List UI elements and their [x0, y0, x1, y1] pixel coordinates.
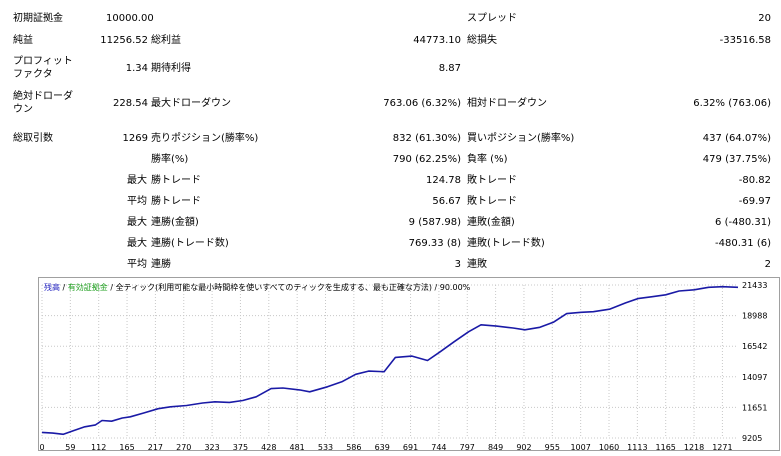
legend-separator: /: [60, 283, 68, 292]
x-tick-label: 481: [290, 443, 305, 452]
largest-profit-label: 勝トレード: [151, 175, 201, 186]
long-positions-value: 437 (64.07%): [702, 133, 771, 144]
avg-label-2: 平均: [127, 259, 147, 270]
x-tick-label: 533: [318, 443, 333, 452]
x-tick-label: 1007: [570, 443, 590, 452]
spread-value: 20: [758, 13, 771, 24]
legend-quality: 90.00%: [439, 283, 471, 292]
max-drawdown-value: 763.06 (6.32%): [383, 98, 461, 109]
x-tick-label: 428: [261, 443, 276, 452]
x-tick-label: 1218: [684, 443, 704, 452]
net-profit-value: 11256.52: [100, 35, 148, 46]
y-tick-label: 21433: [742, 281, 767, 290]
total-trades-label: 総取引数: [13, 133, 53, 144]
max-consec-losses-trades-label: 連敗(トレード数): [467, 238, 545, 249]
loss-rate-label: 負率 (%): [467, 154, 508, 165]
max-consec-wins-trades-label: 連勝(トレード数): [151, 238, 229, 249]
balance-chart-frame: [38, 277, 780, 451]
x-tick-label: 270: [176, 443, 191, 452]
avg-consec-losses-label: 連敗: [467, 259, 487, 270]
win-rate-value: 790 (62.25%): [392, 154, 461, 165]
y-tick-label: 14097: [742, 373, 767, 382]
avg-consec-losses-value: 2: [764, 259, 771, 270]
max-consec-losses-money-value: 6 (-480.31): [715, 217, 771, 228]
legend-separator: /: [431, 283, 440, 292]
x-tick-label: 375: [233, 443, 248, 452]
rel-drawdown-value: 6.32% (763.06): [693, 98, 771, 109]
x-tick-label: 59: [65, 443, 75, 452]
x-tick-label: 586: [346, 443, 361, 452]
avg-consec-wins-value: 3: [454, 259, 461, 270]
avg-consec-wins-label: 連勝: [151, 259, 171, 270]
avg-loss-label: 敗トレード: [467, 196, 517, 207]
x-tick-label: 902: [516, 443, 531, 452]
win-rate-label: 勝率(%): [151, 154, 189, 165]
largest-profit-value: 124.78: [426, 175, 461, 186]
legend-balance: 残高: [44, 283, 60, 292]
x-tick-label: 1271: [712, 443, 732, 452]
avg-label: 平均: [127, 196, 147, 207]
long-positions-label: 買いポジション(勝率%): [467, 133, 575, 144]
initial-deposit-value: 10000.00: [106, 13, 154, 24]
profit-factor-label-line1: プロフィット: [13, 56, 73, 67]
x-tick-label: 955: [545, 443, 560, 452]
profit-factor-value: 1.34: [125, 63, 148, 74]
legend-model: 全ティック(利用可能な最小時間枠を使いすべてのティックを生成する、最も正確な方法…: [115, 283, 432, 292]
avg-loss-value: -69.97: [738, 196, 771, 207]
x-tick-label: 0: [39, 443, 44, 452]
x-tick-label: 217: [148, 443, 163, 452]
initial-deposit-label: 初期証拠金: [13, 13, 63, 24]
max-consec-wins-money-label: 連勝(金額): [151, 217, 199, 228]
net-profit-label: 純益: [13, 35, 33, 46]
largest-loss-label: 敗トレード: [467, 175, 517, 186]
x-tick-label: 1113: [627, 443, 647, 452]
gross-loss-label: 総損失: [467, 35, 497, 46]
balance-series-line: [41, 285, 739, 436]
abs-drawdown-label-line2: ウン: [13, 104, 33, 115]
legend-equity: 有効証拠金: [67, 283, 108, 292]
x-tick-label: 1165: [656, 443, 676, 452]
short-positions-value: 832 (61.30%): [392, 133, 461, 144]
gross-profit-value: 44773.10: [413, 35, 461, 46]
x-tick-label: 1060: [599, 443, 619, 452]
x-tick-label: 639: [375, 443, 390, 452]
x-tick-label: 744: [431, 443, 446, 452]
loss-rate-value: 479 (37.75%): [702, 154, 771, 165]
y-tick-label: 11651: [742, 403, 767, 412]
total-trades-value: 1269: [122, 133, 148, 144]
max-consec-wins-money-value: 9 (587.98): [408, 217, 461, 228]
y-tick-label: 18988: [742, 312, 767, 321]
max-label-2: 最大: [127, 217, 147, 228]
expected-payoff-label: 期待利得: [151, 63, 191, 74]
spread-label: スプレッド: [467, 13, 517, 24]
x-tick-label: 849: [488, 443, 503, 452]
x-tick-label: 112: [91, 443, 106, 452]
abs-drawdown-value: 228.54: [113, 98, 148, 109]
avg-profit-value: 56.67: [432, 196, 461, 207]
gross-profit-label: 総利益: [151, 35, 181, 46]
x-tick-label: 797: [460, 443, 475, 452]
x-tick-label: 165: [119, 443, 134, 452]
chart-legend: 残高 / 有効証拠金 / 全ティック(利用可能な最小時間枠を使いすべてのティック…: [44, 282, 470, 293]
y-tick-label: 9205: [742, 434, 762, 443]
expected-payoff-value: 8.87: [438, 63, 461, 74]
x-tick-label: 323: [204, 443, 219, 452]
y-tick-label: 16542: [742, 342, 767, 351]
legend-separator: /: [107, 283, 116, 292]
max-consec-losses-trades-value: -480.31 (6): [715, 238, 771, 249]
largest-loss-value: -80.82: [738, 175, 771, 186]
gross-loss-value: -33516.58: [719, 35, 771, 46]
profit-factor-label-line2: ファクタ: [13, 69, 53, 80]
max-drawdown-label: 最大ドローダウン: [151, 98, 231, 109]
short-positions-label: 売りポジション(勝率%): [151, 133, 259, 144]
x-tick-label: 691: [403, 443, 418, 452]
max-consec-wins-trades-value: 769.33 (8): [408, 238, 461, 249]
rel-drawdown-label: 相対ドローダウン: [467, 98, 547, 109]
avg-profit-label: 勝トレード: [151, 196, 201, 207]
max-consec-losses-money-label: 連敗(金額): [467, 217, 515, 228]
max-label-3: 最大: [127, 238, 147, 249]
abs-drawdown-label-line1: 絶対ドローダ: [13, 91, 73, 102]
max-label: 最大: [127, 175, 147, 186]
